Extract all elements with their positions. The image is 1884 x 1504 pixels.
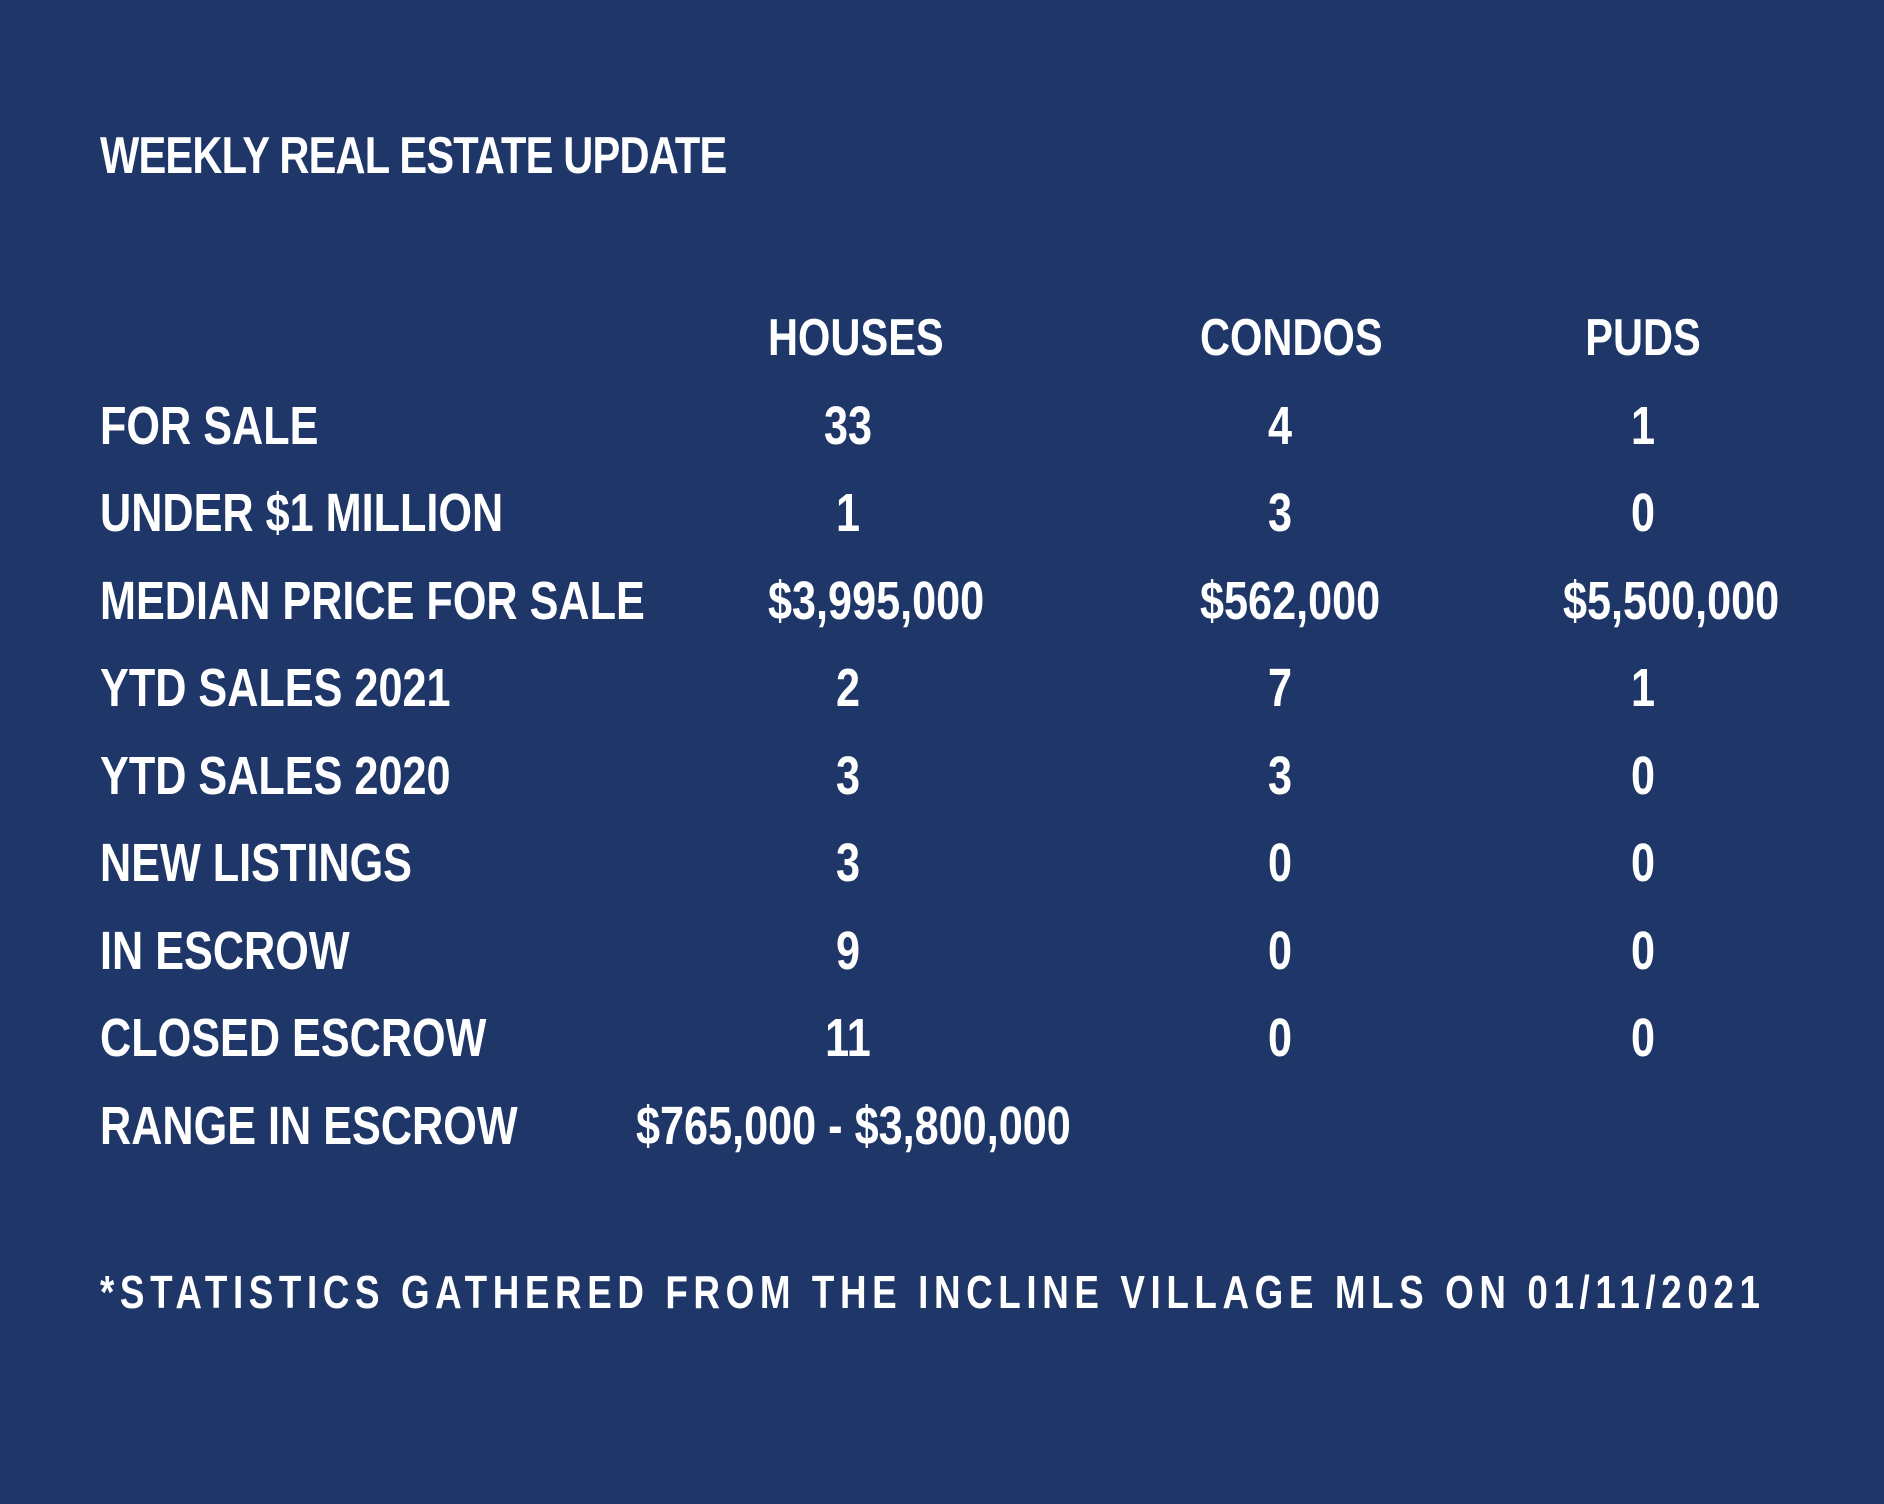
row-label: RANGE IN ESCROW <box>100 1095 518 1156</box>
condos-value: $562,000 <box>1200 570 1381 631</box>
puds-value: 1 <box>1630 658 1656 718</box>
table-row-for-sale: FOR SALE 33 4 1 <box>100 383 1800 471</box>
condos-value: 0 <box>1267 920 1293 981</box>
row-label: CLOSED ESCROW <box>100 1008 487 1068</box>
table-row-median-price: MEDIAN PRICE FOR SALE $3,995,000 $562,00… <box>100 558 1800 646</box>
row-label: MEDIAN PRICE FOR SALE <box>100 570 645 631</box>
houses-value: 33 <box>823 395 873 456</box>
condos-value: 0 <box>1267 1008 1293 1068</box>
houses-value: 3 <box>835 745 861 806</box>
condos-value: 0 <box>1267 833 1293 893</box>
column-header-condos: CONDOS <box>1200 309 1383 367</box>
table-row-ytd-sales-2020: YTD SALES 2020 3 3 0 <box>100 733 1800 821</box>
table-row-under-1-million: UNDER $1 MILLION 1 3 0 <box>100 470 1800 558</box>
houses-value: $3,995,000 <box>768 570 985 631</box>
row-label: NEW LISTINGS <box>100 833 412 893</box>
puds-value: 0 <box>1630 483 1656 543</box>
condos-value: 3 <box>1267 745 1293 806</box>
houses-value: 1 <box>835 483 861 543</box>
row-label: UNDER $1 MILLION <box>100 483 504 543</box>
row-label: YTD SALES 2020 <box>100 745 451 806</box>
table-row-new-listings: NEW LISTINGS 3 0 0 <box>100 820 1800 908</box>
table-row-closed-escrow: CLOSED ESCROW 11 0 0 <box>100 995 1800 1083</box>
row-label: IN ESCROW <box>100 920 350 981</box>
puds-value: 0 <box>1630 920 1656 981</box>
escrow-range-value: $765,000 - $3,800,000 <box>636 1095 1071 1156</box>
puds-value: 0 <box>1630 745 1656 806</box>
houses-value: 11 <box>825 1008 871 1068</box>
puds-value: 0 <box>1630 1008 1656 1068</box>
table-row-range-in-escrow: RANGE IN ESCROW $765,000 - $3,800,000 <box>100 1083 1800 1171</box>
condos-value: 4 <box>1267 395 1293 456</box>
stats-table: HOUSES CONDOS PUDS FOR SALE 33 4 1 UNDER… <box>100 295 1800 1170</box>
table-header-row: HOUSES CONDOS PUDS <box>100 295 1800 383</box>
table-row-in-escrow: IN ESCROW 9 0 0 <box>100 908 1800 996</box>
row-label: FOR SALE <box>100 395 319 456</box>
houses-value: 9 <box>835 920 861 981</box>
puds-value: 1 <box>1630 395 1656 456</box>
puds-value: $5,500,000 <box>1563 570 1780 631</box>
condos-value: 3 <box>1267 483 1293 543</box>
column-header-puds: PUDS <box>1585 309 1701 367</box>
row-label: YTD SALES 2021 <box>100 658 451 718</box>
source-footnote: *STATISTICS GATHERED FROM THE INCLINE VI… <box>100 1266 1766 1318</box>
page-title: WEEKLY REAL ESTATE UPDATE <box>100 127 727 185</box>
condos-value: 7 <box>1267 658 1293 718</box>
puds-value: 0 <box>1630 833 1656 893</box>
column-header-houses: HOUSES <box>768 309 944 367</box>
houses-value: 2 <box>835 658 861 718</box>
houses-value: 3 <box>835 833 861 893</box>
table-row-ytd-sales-2021: YTD SALES 2021 2 7 1 <box>100 645 1800 733</box>
